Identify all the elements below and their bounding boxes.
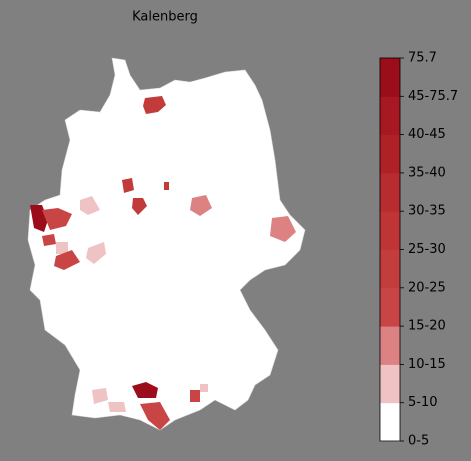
colorbar-segment	[380, 96, 400, 136]
region	[164, 182, 169, 190]
colorbar-tick-label: 20-25	[408, 280, 446, 295]
colorbar-segment	[380, 364, 400, 404]
colorbar-segment	[380, 287, 400, 327]
region	[42, 234, 56, 246]
colorbar-segment	[380, 134, 400, 174]
region	[140, 402, 170, 430]
region	[132, 382, 158, 398]
colorbar-segment	[380, 211, 400, 250]
colorbar-segment	[380, 58, 400, 97]
region	[54, 250, 80, 270]
region	[80, 196, 100, 215]
colorbar-tick-label: 15-20	[408, 319, 446, 334]
region	[108, 402, 126, 412]
region	[122, 178, 134, 193]
colorbar-tick-label: 40-45	[408, 127, 446, 142]
colorbar-tick-label: 5-10	[408, 395, 438, 410]
colorbar-tick-label: 10-15	[408, 357, 446, 372]
colorbar-tick-label: 35-40	[408, 165, 446, 180]
colorbar-tick-label: 45-75.7	[408, 89, 458, 104]
colorbar: 0-5 5-10 10-15 15-20 20-25 25-30 30-35 35-40 40-…	[379, 51, 458, 449]
region	[270, 216, 296, 242]
colorbar-segment	[380, 172, 400, 212]
region	[143, 96, 166, 114]
map	[27, 57, 306, 431]
colorbar-segment	[380, 402, 400, 442]
map-title: Kalenberg	[132, 10, 198, 25]
colorbar-segment	[380, 249, 400, 289]
region	[42, 208, 72, 230]
region	[92, 388, 108, 404]
colorbar-tick-label: 25-30	[408, 242, 446, 257]
region	[86, 242, 106, 264]
region	[190, 390, 200, 402]
region	[200, 384, 208, 392]
country-outline	[27, 57, 306, 431]
colorbar-segment	[380, 326, 400, 365]
region	[132, 198, 147, 215]
colorbar-tick-label: 75.7	[408, 51, 437, 66]
region	[56, 242, 68, 254]
colorbar-tick-label: 30-35	[408, 204, 446, 219]
region	[190, 195, 212, 216]
colorbar-tick-label: 0-5	[408, 434, 429, 449]
